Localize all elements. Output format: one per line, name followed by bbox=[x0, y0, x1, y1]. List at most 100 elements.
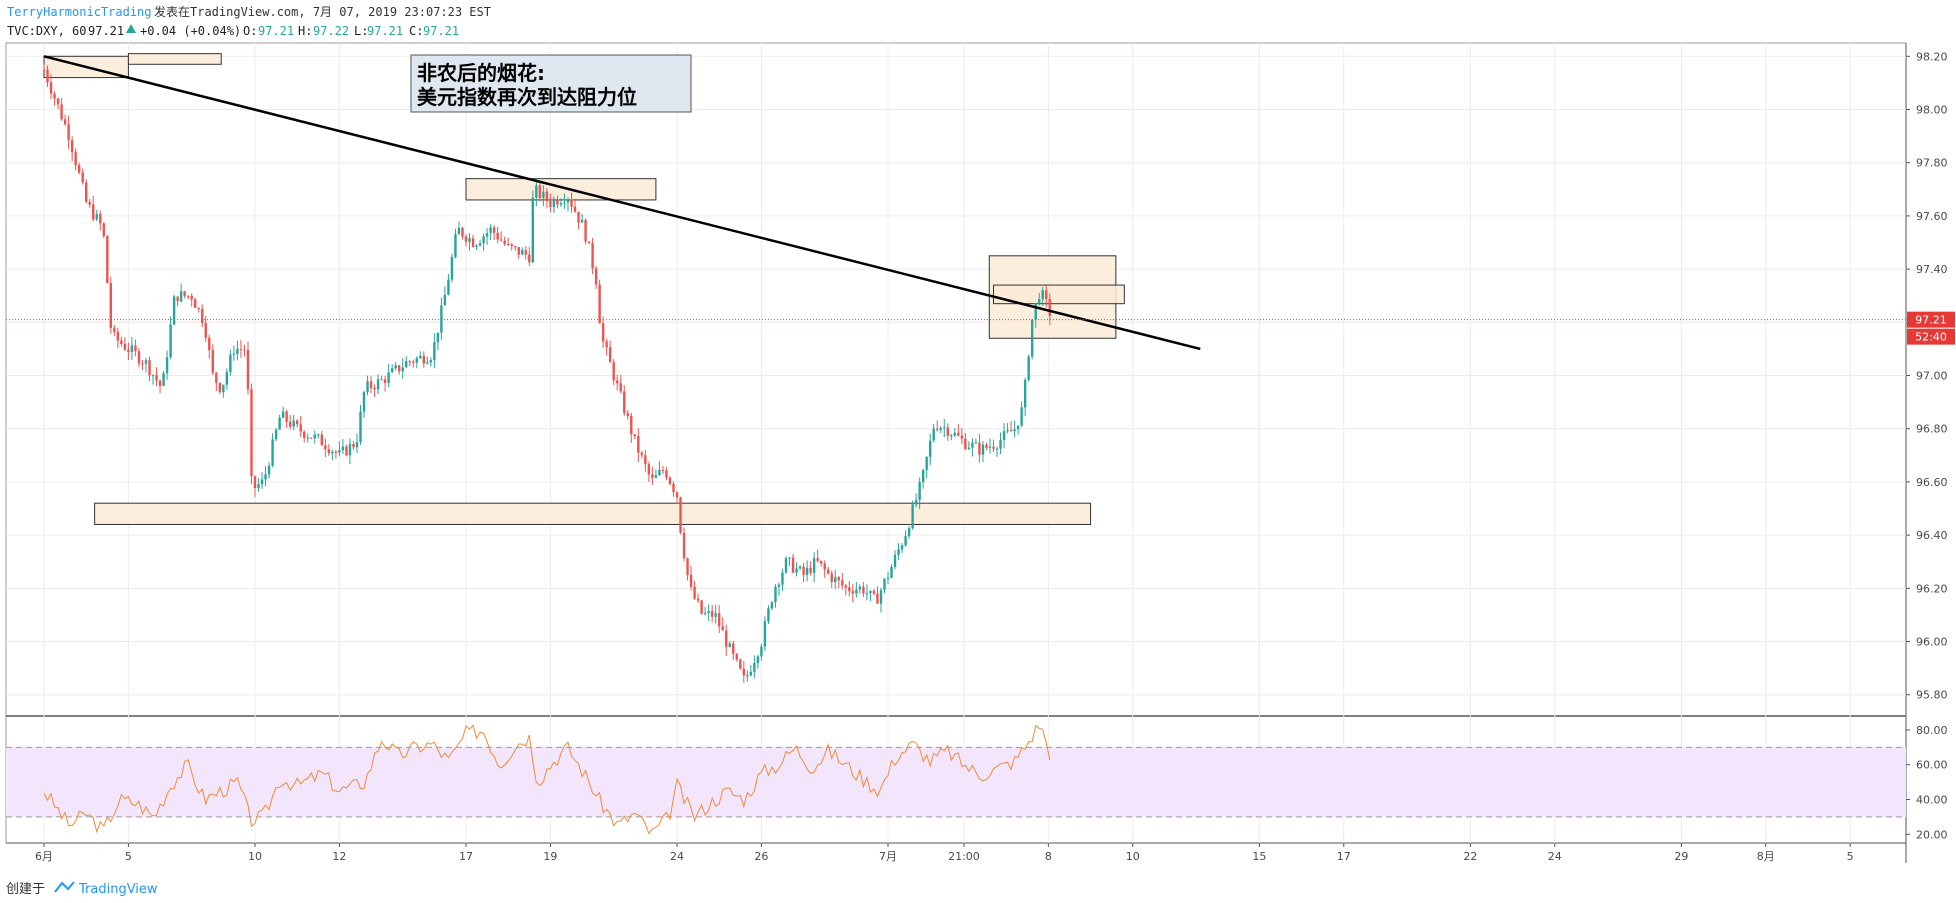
candle-body bbox=[1006, 430, 1009, 432]
candle-body bbox=[964, 438, 967, 449]
candle-body bbox=[872, 590, 876, 594]
candle-body bbox=[260, 479, 264, 485]
last-price-tag bbox=[1907, 311, 1955, 328]
candle-body bbox=[742, 668, 746, 676]
candle-body bbox=[429, 360, 433, 363]
candle-body bbox=[689, 574, 693, 587]
candle-body bbox=[763, 621, 767, 647]
footer-created: 创建于 bbox=[6, 882, 45, 897]
candle-body bbox=[401, 367, 404, 372]
candle-body bbox=[1030, 319, 1034, 357]
candle-body bbox=[60, 104, 63, 120]
candle-body bbox=[454, 234, 457, 258]
candle-body bbox=[475, 245, 478, 247]
candle-body bbox=[190, 295, 193, 300]
annotation-box[interactable] bbox=[410, 54, 692, 113]
candle-body bbox=[471, 238, 475, 247]
candle-body bbox=[728, 643, 731, 647]
candle-body bbox=[419, 355, 422, 359]
candle-body bbox=[109, 283, 113, 328]
close-label: C: bbox=[409, 24, 423, 38]
candle-body bbox=[770, 602, 774, 609]
high-label: H: bbox=[298, 24, 312, 38]
time-tick-label: 26 bbox=[754, 850, 768, 863]
candle-body bbox=[70, 140, 74, 153]
candle-body bbox=[710, 611, 714, 617]
candle-body bbox=[633, 434, 636, 437]
footer-brand[interactable]: TradingView bbox=[78, 882, 158, 897]
price-tick-label: 98.00 bbox=[1916, 104, 1948, 117]
candle-body bbox=[137, 351, 141, 364]
candle-body bbox=[324, 445, 327, 450]
candle-body bbox=[848, 587, 851, 592]
candle-body bbox=[408, 361, 411, 363]
author-name[interactable]: TerryHarmonicTrading bbox=[7, 5, 152, 19]
candle-body bbox=[507, 243, 510, 245]
candle-body bbox=[313, 434, 316, 439]
candle-body bbox=[151, 375, 155, 377]
candle-body bbox=[658, 469, 661, 475]
price-tick-label: 97.60 bbox=[1916, 210, 1948, 223]
candle-body bbox=[869, 590, 872, 594]
candle-body bbox=[587, 241, 591, 244]
candle-body bbox=[566, 199, 570, 203]
time-tick-label: 17 bbox=[459, 850, 473, 863]
candle-body bbox=[236, 348, 239, 354]
candle-body bbox=[1016, 425, 1020, 430]
candle-body bbox=[531, 197, 535, 263]
price-tick-label: 96.80 bbox=[1916, 423, 1948, 436]
publish-info: 发表在TradingView.com, 7月 07, 2019 23:07:23… bbox=[154, 4, 491, 19]
time-tick-label: 10 bbox=[1126, 850, 1140, 863]
candle-body bbox=[707, 611, 710, 614]
candle-body bbox=[288, 421, 292, 427]
time-tick-label: 6月 bbox=[35, 850, 53, 863]
candle-body bbox=[809, 567, 812, 573]
time-tick-label: 15 bbox=[1252, 850, 1266, 863]
candle-body bbox=[819, 560, 823, 564]
candle-body bbox=[946, 427, 949, 436]
candle-body bbox=[844, 585, 847, 588]
candle-body bbox=[67, 124, 70, 141]
candle-body bbox=[278, 417, 281, 430]
candle-body bbox=[503, 240, 506, 244]
candle-body bbox=[893, 554, 897, 567]
candle-body bbox=[186, 295, 190, 297]
candle-body bbox=[341, 446, 345, 451]
candle-body bbox=[654, 474, 658, 478]
candle-body bbox=[327, 449, 331, 454]
candle-body bbox=[426, 362, 429, 364]
candle-body bbox=[359, 411, 362, 443]
candle-body bbox=[405, 361, 408, 368]
candle-body bbox=[499, 239, 503, 241]
candle-body bbox=[594, 268, 598, 285]
candle-body bbox=[42, 69, 46, 71]
candle-body bbox=[197, 307, 200, 309]
candle-body bbox=[148, 360, 151, 376]
candle-body bbox=[243, 349, 246, 351]
candle-body bbox=[957, 432, 960, 436]
candle-body bbox=[834, 577, 837, 583]
candle-body bbox=[686, 558, 689, 575]
candle-body bbox=[201, 308, 204, 324]
candle-body bbox=[85, 182, 88, 202]
candle-body bbox=[510, 244, 513, 247]
price-tick-label: 96.40 bbox=[1916, 529, 1948, 542]
candle-body bbox=[812, 558, 816, 573]
price-tick-label: 97.40 bbox=[1916, 263, 1948, 276]
candle-body bbox=[204, 323, 207, 338]
candle-body bbox=[88, 201, 91, 205]
candle-body bbox=[577, 211, 580, 223]
price-tick-label: 96.60 bbox=[1916, 476, 1948, 489]
candle-body bbox=[827, 569, 830, 574]
candle-body bbox=[102, 223, 105, 237]
candle-body bbox=[106, 236, 109, 284]
candle-body bbox=[535, 185, 538, 198]
candle-body bbox=[746, 675, 749, 677]
change-value: +0.04 (+0.04%) bbox=[140, 24, 241, 38]
candle-body bbox=[788, 557, 791, 559]
candle-body bbox=[394, 365, 397, 369]
candle-body bbox=[113, 327, 116, 332]
candle-body bbox=[623, 391, 626, 414]
candle-body bbox=[626, 413, 629, 416]
